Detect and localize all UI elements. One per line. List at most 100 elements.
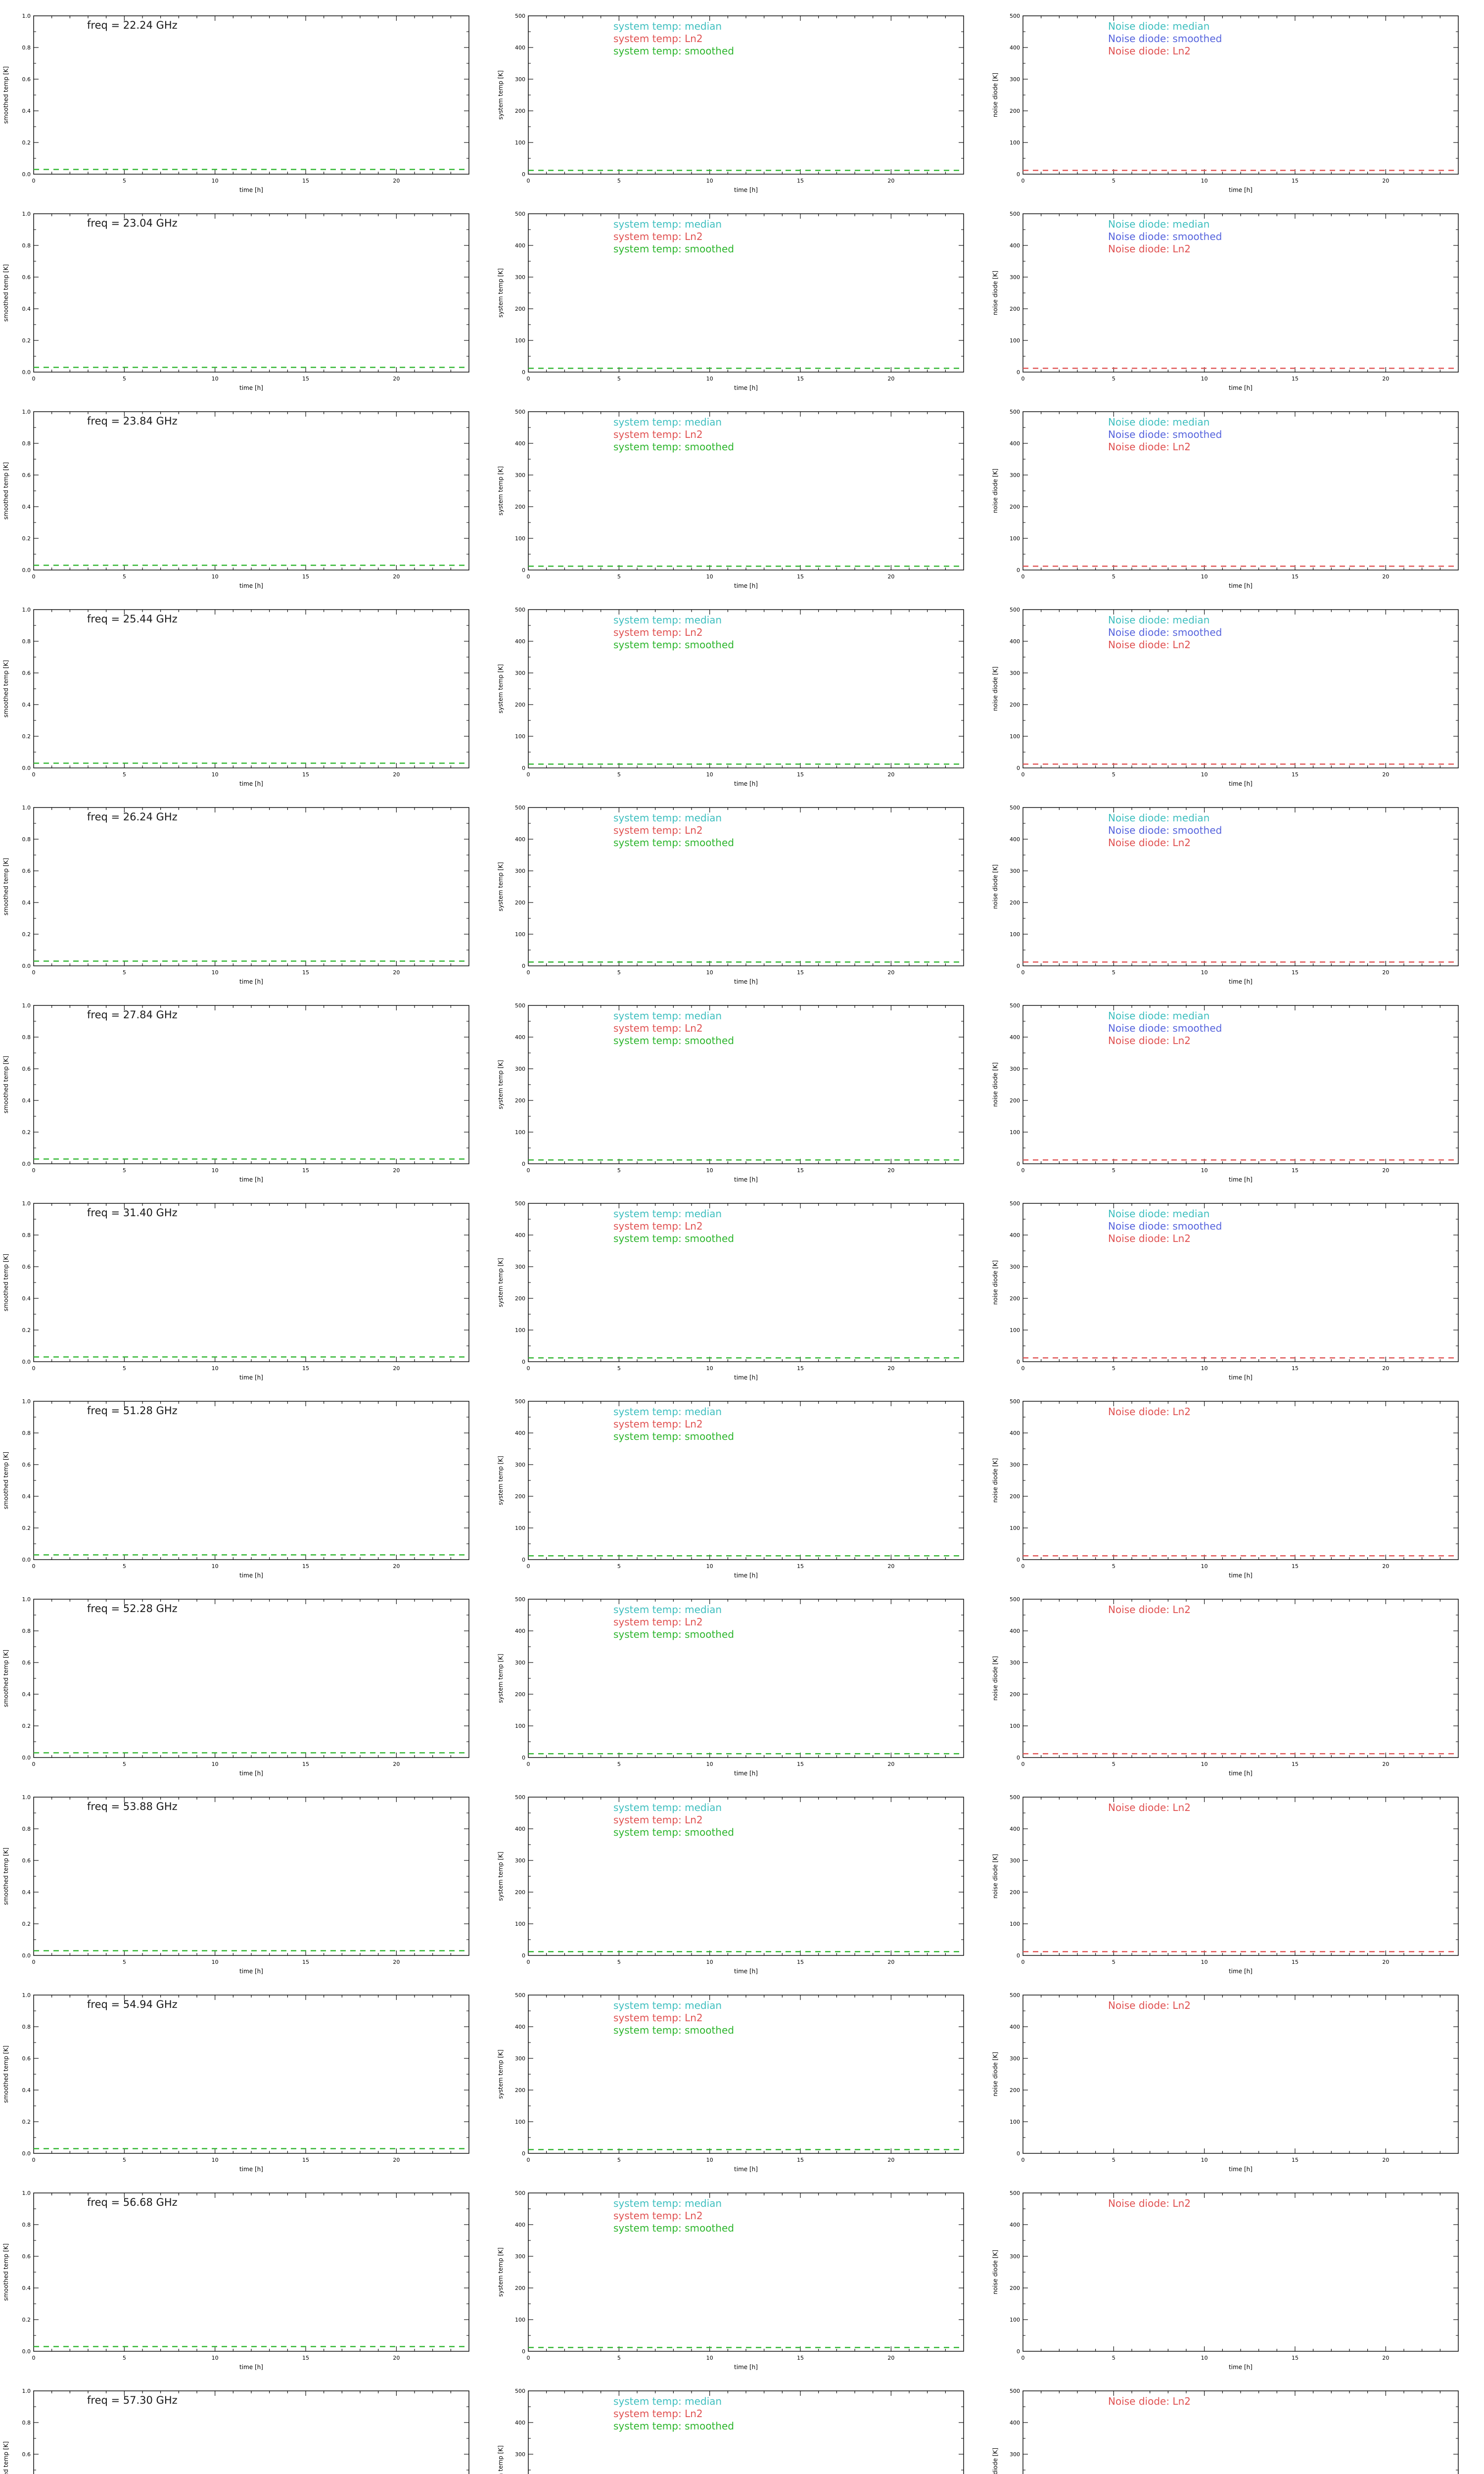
legend-entry: system temp: median: [613, 218, 722, 230]
x-tick-label: 20: [1382, 1959, 1389, 1965]
y-tick-label: 0: [1017, 1359, 1020, 1365]
y-tick-label: 0.0: [22, 1755, 31, 1761]
x-tick-label: 10: [212, 376, 219, 382]
y-tick-label: 100: [515, 1525, 525, 1531]
y-tick-label: 200: [515, 2285, 525, 2291]
y-tick-label: 300: [1010, 76, 1020, 83]
y-axis-label: smoothed temp [K]: [2, 2243, 9, 2301]
x-axis-label: time [h]: [1229, 2364, 1252, 2371]
y-axis-label: smoothed temp [K]: [2, 1254, 9, 1311]
y-tick-label: 300: [1010, 1264, 1020, 1270]
panel-smoothed-56.68ghz: 0 5 10 15 20 0.0 0.2 0.4 0.6 0.8 1.0 time [h] smooth…: [0, 2177, 495, 2375]
plot-smoothed-row10: 0 5 10 15 20 0.0 0.2 0.4 0.6 0.8 1.0 time [h] smooth…: [0, 1781, 495, 1979]
y-tick-label: 300: [515, 1462, 525, 1468]
y-axis-label: noise diode [K]: [992, 2448, 999, 2474]
plot-background: [989, 792, 1484, 990]
y-tick-label: 0.0: [22, 1952, 31, 1959]
y-tick-label: 100: [1010, 337, 1020, 344]
y-tick-label: 500: [515, 409, 525, 415]
y-tick-label: 0.6: [22, 1264, 31, 1270]
plot-row-27.84ghz: 0 5 10 15 20 0.0 0.2 0.4 0.6 0.8 1.0 time [h] smooth…: [0, 990, 1484, 1188]
y-tick-label: 100: [1010, 2119, 1020, 2125]
y-tick-label: 400: [1010, 1826, 1020, 1832]
y-tick-label: 0.4: [22, 900, 31, 906]
x-tick-label: 20: [887, 1959, 894, 1965]
legend-entry: Noise diode: Ln2: [1108, 1233, 1191, 1244]
x-tick-label: 0: [527, 969, 530, 976]
y-tick-label: 0.6: [22, 2055, 31, 2062]
legend-entry: Noise diode: Ln2: [1108, 1035, 1191, 1047]
plot-row-25.44ghz: 0 5 10 15 20 0.0 0.2 0.4 0.6 0.8 1.0 time [h] smooth…: [0, 594, 1484, 792]
panel-smoothed-52.28ghz: 0 5 10 15 20 0.0 0.2 0.4 0.6 0.8 1.0 time [h] smooth…: [0, 1583, 495, 1781]
y-tick-label: 200: [515, 1097, 525, 1104]
y-axis-label: noise diode [K]: [992, 1854, 999, 1899]
y-tick-label: 0: [522, 1755, 525, 1761]
x-tick-label: 5: [617, 573, 621, 580]
x-tick-label: 10: [1201, 1761, 1208, 1767]
panel-smoothed-53.88ghz: 0 5 10 15 20 0.0 0.2 0.4 0.6 0.8 1.0 time [h] smooth…: [0, 1781, 495, 1979]
x-tick-label: 0: [527, 2355, 530, 2361]
y-tick-label: 1.0: [22, 1596, 31, 1603]
y-tick-label: 0.8: [22, 2420, 31, 2426]
x-tick-label: 10: [212, 1365, 219, 1372]
x-tick-label: 5: [617, 1959, 621, 1965]
y-tick-label: 400: [515, 242, 525, 249]
y-tick-label: 0: [1017, 765, 1020, 771]
y-tick-label: 1.0: [22, 1002, 31, 1009]
legend-entry: system temp: median: [613, 1604, 722, 1616]
x-tick-label: 20: [393, 2355, 400, 2361]
y-tick-label: 1.0: [22, 1200, 31, 1207]
x-tick-label: 15: [797, 2157, 804, 2163]
x-tick-label: 10: [1201, 2157, 1208, 2163]
y-axis-label: system temp [K]: [497, 1258, 504, 1307]
x-tick-label: 15: [1292, 376, 1298, 382]
freq-label: freq = 27.84 GHz: [87, 1009, 178, 1021]
y-tick-label: 400: [515, 1232, 525, 1238]
x-tick-label: 10: [212, 1959, 219, 1965]
freq-label: freq = 23.84 GHz: [87, 415, 178, 427]
x-tick-label: 10: [212, 1563, 219, 1570]
y-tick-label: 0: [1017, 2348, 1020, 2355]
panel-smoothed-22.24ghz: 0 5 10 15 20 0.0 0.2 0.4 0.6 0.8 1.0 time [h] smooth…: [0, 0, 495, 198]
x-tick-label: 10: [1201, 1959, 1208, 1965]
x-tick-label: 10: [1201, 1167, 1208, 1174]
y-tick-label: 500: [1010, 1992, 1020, 1998]
y-tick-label: 500: [1010, 607, 1020, 613]
y-tick-label: 0.0: [22, 963, 31, 969]
y-tick-label: 0.6: [22, 670, 31, 676]
y-axis-label: system temp [K]: [497, 2247, 504, 2297]
y-tick-label: 400: [1010, 2024, 1020, 2030]
plot-row-26.24ghz: 0 5 10 15 20 0.0 0.2 0.4 0.6 0.8 1.0 time [h] smooth…: [0, 792, 1484, 990]
x-tick-label: 0: [1021, 1365, 1025, 1372]
y-axis-label: smoothed temp [K]: [2, 1650, 9, 1707]
y-tick-label: 0: [1017, 171, 1020, 178]
x-tick-label: 0: [32, 1365, 36, 1372]
panel-systemp-26.24ghz: 0 5 10 15 20 0 100 200 300 400 500 time [h] system t…: [495, 792, 989, 990]
plot-smoothed-row12: 0 5 10 15 20 0.0 0.2 0.4 0.6 0.8 1.0 time [h] smooth…: [0, 2177, 495, 2375]
y-tick-label: 500: [1010, 1200, 1020, 1207]
x-tick-label: 5: [123, 2157, 126, 2163]
y-tick-label: 500: [1010, 1002, 1020, 1009]
y-axis-label: smoothed temp [K]: [2, 66, 9, 124]
x-tick-label: 5: [1112, 1563, 1115, 1570]
x-tick-label: 20: [1382, 771, 1389, 778]
legend-entry: Noise diode: Ln2: [1108, 2395, 1191, 2407]
y-tick-label: 500: [515, 1398, 525, 1405]
x-tick-label: 5: [617, 1563, 621, 1570]
x-axis-label: time [h]: [734, 2166, 758, 2173]
y-axis-label: noise diode [K]: [992, 1656, 999, 1701]
y-tick-label: 100: [515, 140, 525, 146]
x-tick-label: 5: [123, 1167, 126, 1174]
x-axis-label: time [h]: [1229, 1374, 1252, 1381]
x-axis-label: time [h]: [734, 187, 758, 193]
x-axis-label: time [h]: [239, 2166, 263, 2173]
x-tick-label: 0: [1021, 573, 1025, 580]
legend-entry: Noise diode: median: [1108, 218, 1209, 230]
y-tick-label: 300: [515, 868, 525, 874]
y-tick-label: 200: [1010, 2285, 1020, 2291]
x-tick-label: 0: [32, 1959, 36, 1965]
x-axis-label: time [h]: [239, 582, 263, 589]
